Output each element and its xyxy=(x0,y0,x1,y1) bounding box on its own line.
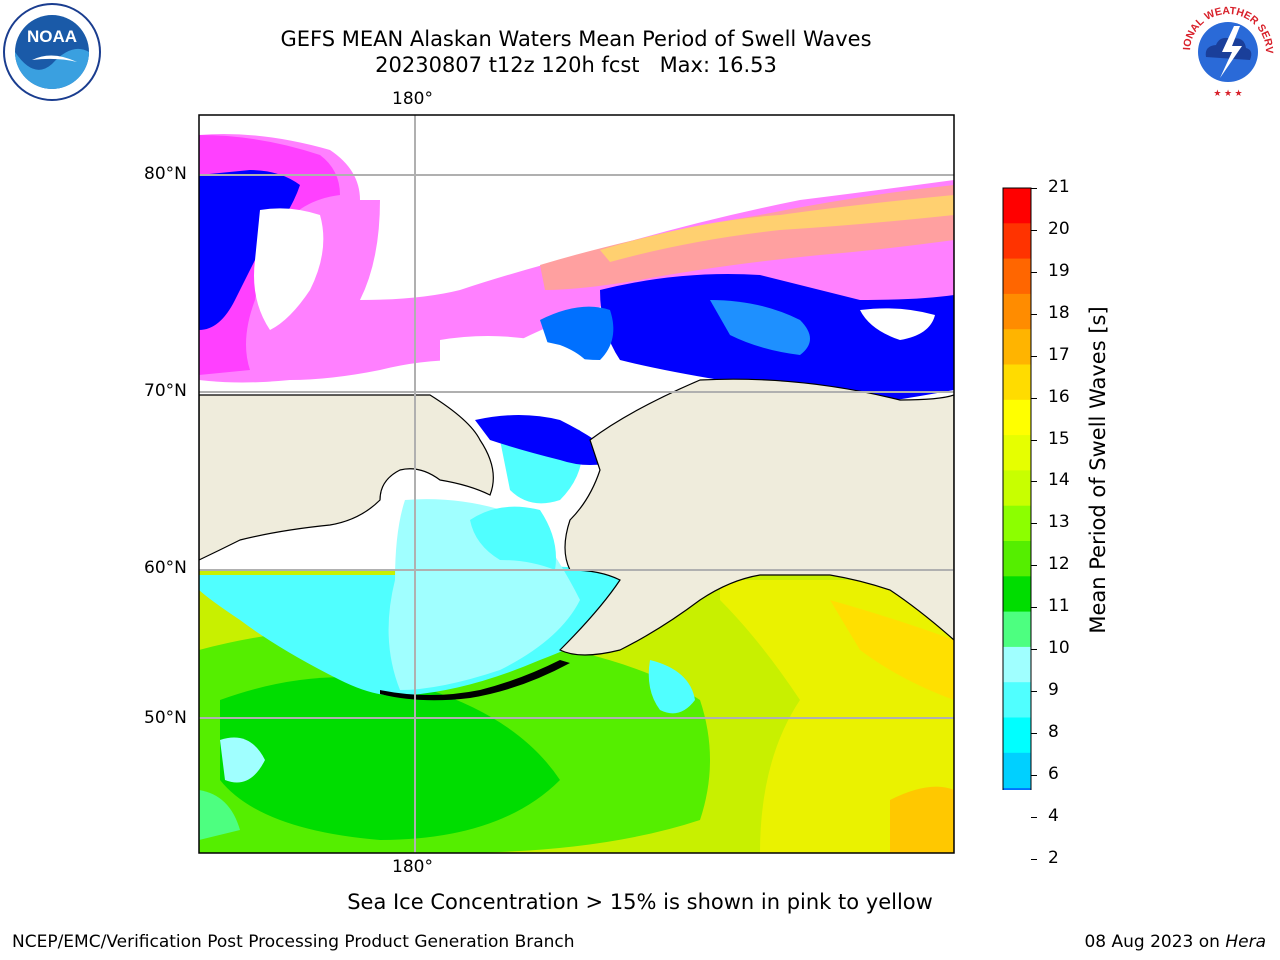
colorbar-tick-label: 15 xyxy=(1048,428,1070,449)
colorbar-tick-mark xyxy=(1031,858,1037,860)
colorbar-tick-mark xyxy=(1031,229,1037,231)
colorbar-segment xyxy=(1003,541,1031,577)
colorbar-tick-label: 14 xyxy=(1048,470,1070,491)
colorbar-segment xyxy=(1003,717,1031,754)
colorbar-segment xyxy=(1003,293,1031,330)
colorbar-tick-label: 19 xyxy=(1048,260,1070,281)
colorbar xyxy=(1002,187,1032,790)
colorbar-segment xyxy=(1003,470,1031,507)
colorbar-tick-mark xyxy=(1031,397,1037,399)
colorbar-tick-mark xyxy=(1031,816,1037,818)
colorbar-tick-label: 16 xyxy=(1048,386,1070,407)
colorbar-tick-mark xyxy=(1031,607,1037,609)
sea-ice-caption: Sea Ice Concentration > 15% is shown in … xyxy=(347,890,933,914)
colorbar-tick-label: 6 xyxy=(1048,763,1059,784)
colorbar-segment xyxy=(1003,788,1031,790)
siberia-landmass xyxy=(199,394,494,561)
colorbar-tick-mark xyxy=(1031,691,1037,693)
colorbar-tick-label: 12 xyxy=(1048,554,1070,575)
graticule xyxy=(199,115,954,853)
colorbar-tick-mark xyxy=(1031,732,1037,734)
lat-label-80: 80°N xyxy=(144,164,187,184)
lon-label-bottom: 180° xyxy=(392,857,433,877)
lat-label-70: 70°N xyxy=(144,381,187,401)
colorbar-tick-mark xyxy=(1031,439,1037,441)
colorbar-segment xyxy=(1003,646,1031,683)
noaa-logo: NOAA xyxy=(3,3,101,101)
colorbar-tick-label: 13 xyxy=(1048,512,1070,533)
footer-date: 08 Aug 2023 on Hera xyxy=(1084,932,1266,952)
chart-title: GEFS MEAN Alaskan Waters Mean Period of … xyxy=(280,27,872,51)
colorbar-tick-label: 8 xyxy=(1048,721,1059,742)
svg-text:★ ★ ★: ★ ★ ★ xyxy=(1213,88,1242,98)
map-frame xyxy=(198,114,955,854)
colorbar-tick-mark xyxy=(1031,481,1037,483)
colorbar-segment xyxy=(1003,752,1031,789)
colorbar-segment xyxy=(1003,258,1031,295)
nws-logo: NATIONAL WEATHER SERVICE ★ ★ ★ xyxy=(1178,2,1275,99)
colorbar-segment xyxy=(1003,223,1031,260)
colorbar-tick-label: 2 xyxy=(1048,847,1059,868)
colorbar-tick-label: 18 xyxy=(1048,302,1070,323)
colorbar-segment xyxy=(1003,188,1031,224)
colorbar-tick-label: 9 xyxy=(1048,680,1059,701)
chart-subtitle: 20230807 t12z 120h fcst Max: 16.53 xyxy=(375,53,777,77)
colorbar-tick-mark xyxy=(1031,313,1037,315)
colorbar-tick-label: 11 xyxy=(1048,596,1070,617)
colorbar-tick-mark xyxy=(1031,523,1037,525)
colorbar-tick-mark xyxy=(1031,188,1037,189)
colorbar-tick-mark xyxy=(1031,774,1037,776)
colorbar-tick-label: 20 xyxy=(1048,218,1070,239)
lon-label-top: 180° xyxy=(392,89,433,109)
colorbar-label: Mean Period of Swell Waves [s] xyxy=(1086,306,1110,634)
lat-label-50: 50°N xyxy=(144,708,187,728)
colorbar-tick-label: 10 xyxy=(1048,638,1070,659)
colorbar-tick-mark xyxy=(1031,565,1037,567)
colorbar-tick-label: 21 xyxy=(1048,177,1070,197)
footer-branch: NCEP/EMC/Verification Post Processing Pr… xyxy=(12,932,575,952)
colorbar-tick-mark xyxy=(1031,271,1037,273)
colorbar-tick-mark xyxy=(1031,649,1037,651)
colorbar-segment xyxy=(1003,329,1031,365)
noaa-logo-text: NOAA xyxy=(27,27,77,46)
colorbar-tick-label: 4 xyxy=(1048,805,1059,826)
colorbar-segment xyxy=(1003,364,1031,401)
footer-host: Hera xyxy=(1225,932,1266,952)
colorbar-tick-label: 17 xyxy=(1048,344,1070,365)
colorbar-segment xyxy=(1003,682,1031,718)
colorbar-tick-mark xyxy=(1031,355,1037,357)
lat-label-60: 60°N xyxy=(144,558,187,578)
colorbar-segment xyxy=(1003,505,1031,542)
colorbar-segment xyxy=(1003,611,1031,648)
colorbar-segment xyxy=(1003,435,1031,471)
colorbar-segment xyxy=(1003,399,1031,436)
colorbar-segment xyxy=(1003,576,1031,613)
footer-date-text: 08 Aug 2023 on xyxy=(1084,932,1226,952)
